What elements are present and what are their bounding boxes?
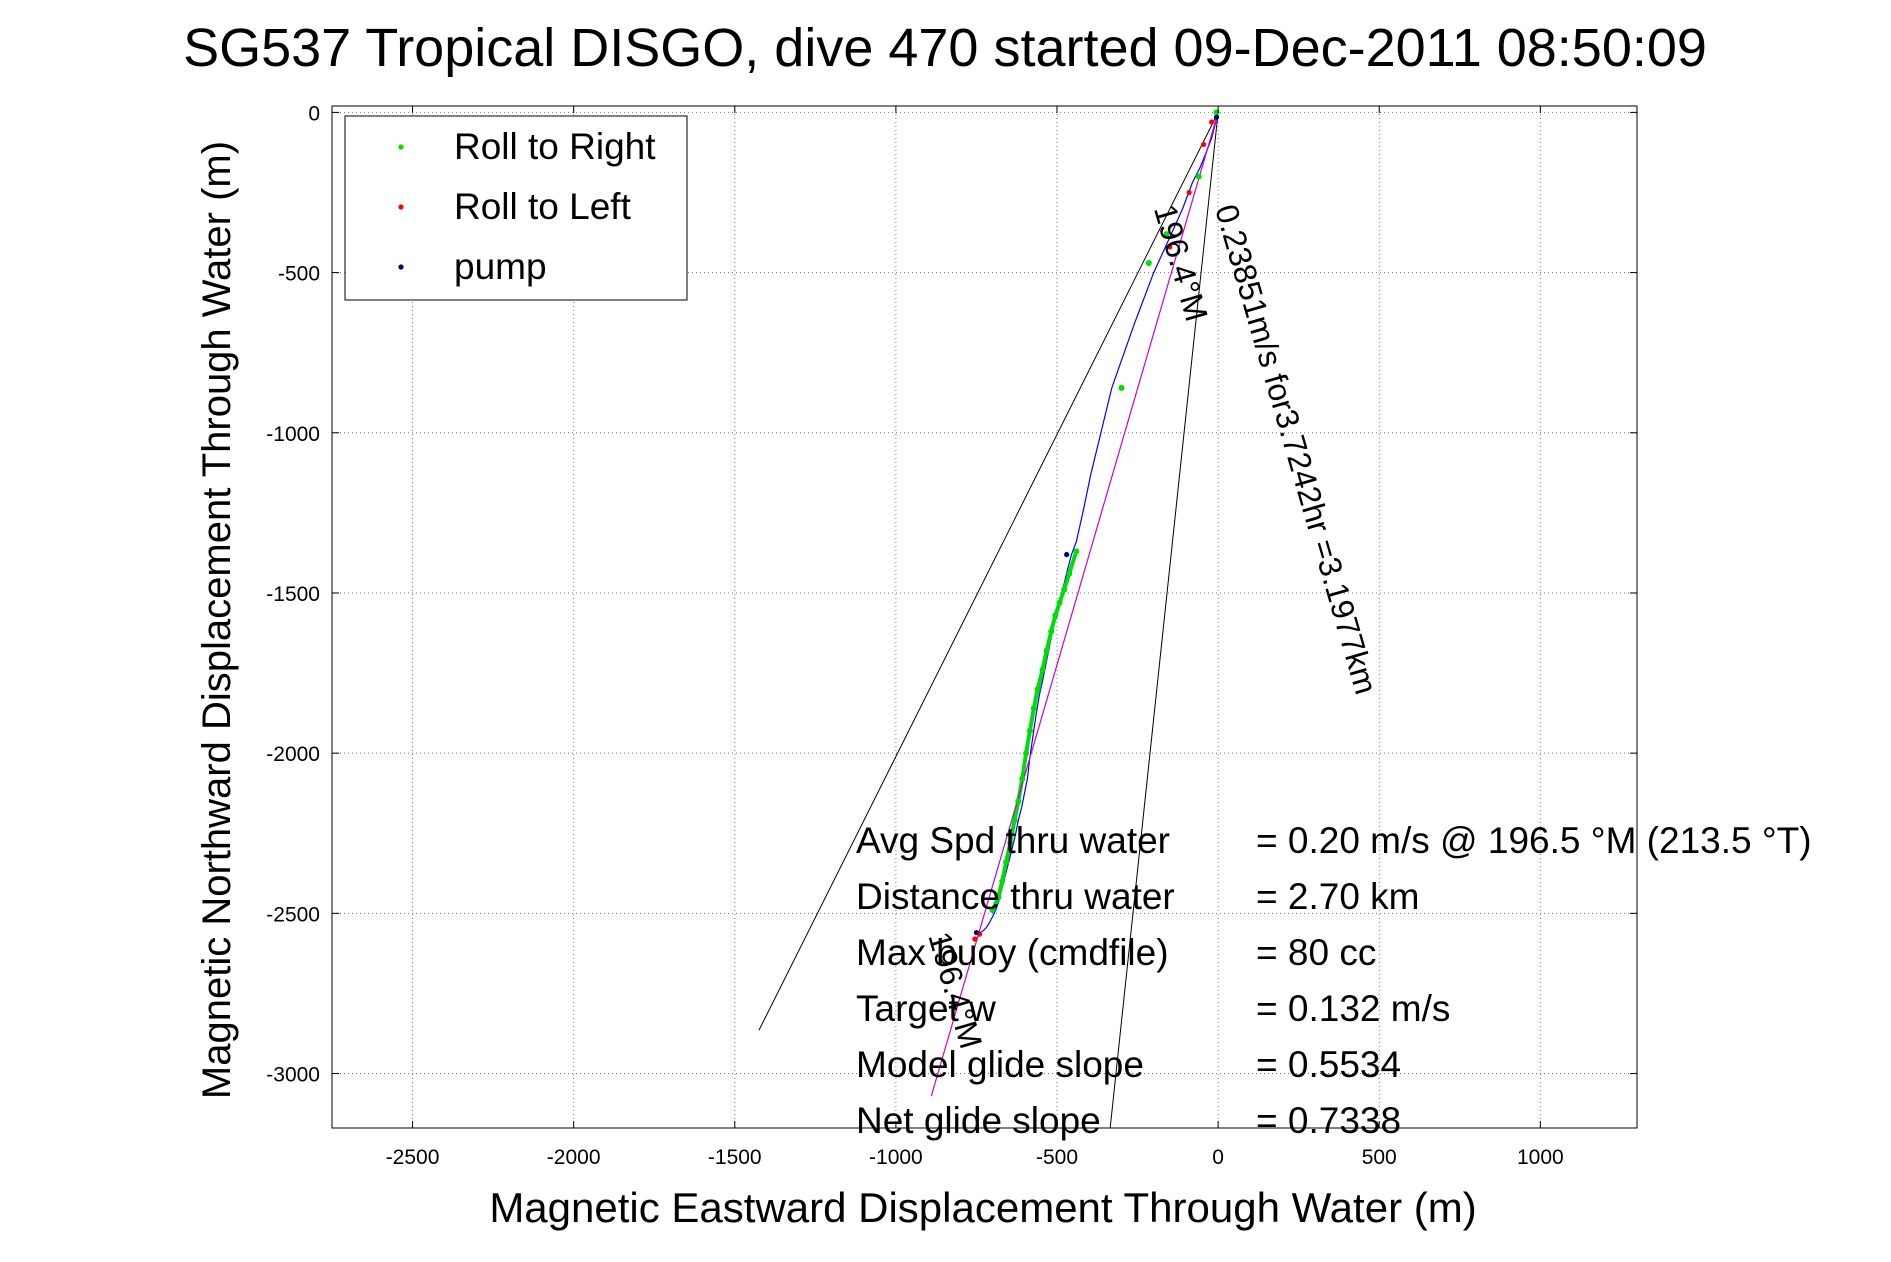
info-label: Net glide slope <box>856 1100 1101 1141</box>
pump-point <box>973 929 980 936</box>
roll-to-right-point <box>1145 259 1152 266</box>
legend-marker <box>398 144 404 150</box>
roll-to-left-point <box>1201 141 1207 148</box>
info-label: Target w <box>856 988 996 1029</box>
y-tick-label: -1000 <box>266 423 320 446</box>
roll-to-right-point <box>1118 384 1125 391</box>
series-points <box>972 109 1220 942</box>
chart-title: SG537 Tropical DISGO, dive 470 started 0… <box>183 18 1707 78</box>
x-tick-label: -2500 <box>386 1146 440 1169</box>
y-axis-label: Magnetic Northward Displacement Through … <box>195 141 239 1099</box>
legend-items: Roll to Right Roll to Left pump <box>398 126 656 287</box>
roll-to-right-point <box>1011 817 1018 824</box>
info-value: = 0.20 m/s @ 196.5 °M (213.5 °T) <box>1256 820 1812 861</box>
info-value: = 0.132 m/s <box>1256 988 1450 1029</box>
roll-to-right-point <box>1039 666 1046 673</box>
cone-lines <box>758 112 1219 1129</box>
pump-point <box>1213 114 1220 120</box>
y-tick-label: -2500 <box>266 903 320 926</box>
y-tick-label: -500 <box>278 263 320 286</box>
info-value: = 2.70 km <box>1256 876 1420 917</box>
roll-to-right-point <box>1043 647 1050 654</box>
roll-to-right-point <box>1030 705 1037 712</box>
legend-entry: pump <box>454 246 547 287</box>
roll-to-right-point <box>1052 612 1059 619</box>
cone-line <box>1109 112 1219 1129</box>
roll-to-right-point <box>1003 859 1010 866</box>
roll-to-right-point <box>999 878 1006 885</box>
info-label: Distance thru water <box>856 876 1175 917</box>
x-tick-label: -1500 <box>708 1146 762 1169</box>
roll-to-right-point <box>989 907 996 914</box>
x-tick-label: 1000 <box>1517 1146 1564 1169</box>
roll-to-right-point <box>1066 570 1073 577</box>
info-value: = 0.5534 <box>1256 1044 1401 1085</box>
x-tick-label: -500 <box>1036 1146 1078 1169</box>
legend-entry: Roll to Right <box>454 126 656 167</box>
info-label: Max buoy (cmdfile) <box>856 932 1169 973</box>
y-ticks: 0 -500 -1000 -1500 -2000 -2500 -3000 <box>266 102 1637 1087</box>
roll-to-right-point <box>1163 231 1170 238</box>
roll-to-right-point <box>1023 750 1030 757</box>
y-tick-label: 0 <box>308 102 320 125</box>
roll-to-left-point <box>1186 189 1192 196</box>
roll-to-right-point <box>1061 586 1068 593</box>
y-tick-label: -3000 <box>266 1064 320 1087</box>
info-table: Avg Spd thru water = 0.20 m/s @ 196.5 °M … <box>856 820 1812 1141</box>
x-tick-label: 500 <box>1362 1146 1397 1169</box>
roll-to-right-point <box>1007 839 1014 846</box>
roll-to-right-point <box>1026 727 1033 734</box>
axes-frame <box>331 105 1638 1129</box>
info-label: Model glide slope <box>856 1044 1144 1085</box>
roll-to-right-point <box>1056 599 1063 606</box>
roll-to-right-point <box>1015 798 1022 805</box>
info-label: Avg Spd thru water <box>856 820 1170 861</box>
roll-to-left-point <box>1167 244 1173 250</box>
roll-to-right-point <box>1195 173 1202 180</box>
info-value: = 0.7338 <box>1256 1100 1401 1141</box>
roll-to-right-point <box>1073 548 1080 555</box>
pump-point <box>1064 551 1070 558</box>
roll-to-right-point <box>1019 775 1026 782</box>
y-tick-label: -1500 <box>266 583 320 606</box>
roll-to-right-point <box>1048 628 1055 635</box>
info-value: = 80 cc <box>1256 932 1376 973</box>
x-tick-label: -2000 <box>547 1146 601 1169</box>
x-axis-label: Magnetic Eastward Displacement Through W… <box>489 1184 1476 1231</box>
roll-to-right-point <box>1034 686 1041 693</box>
x-tick-label: -1000 <box>869 1146 923 1169</box>
cone-line <box>758 112 1219 1031</box>
y-tick-label: -2000 <box>266 743 320 766</box>
roll-to-left-point <box>1209 119 1215 125</box>
legend-entry: Roll to Left <box>454 186 632 227</box>
roll-to-left-point <box>972 936 978 942</box>
legend-marker <box>398 204 404 210</box>
roll-to-right-point <box>995 894 1002 901</box>
legend-marker <box>398 264 404 270</box>
x-tick-label: 0 <box>1212 1146 1224 1169</box>
legend: Roll to Right Roll to Left pump <box>344 115 688 301</box>
x-ticks: -2500 -2000 -1500 -1000 -500 0 500 1000 <box>386 106 1564 1169</box>
